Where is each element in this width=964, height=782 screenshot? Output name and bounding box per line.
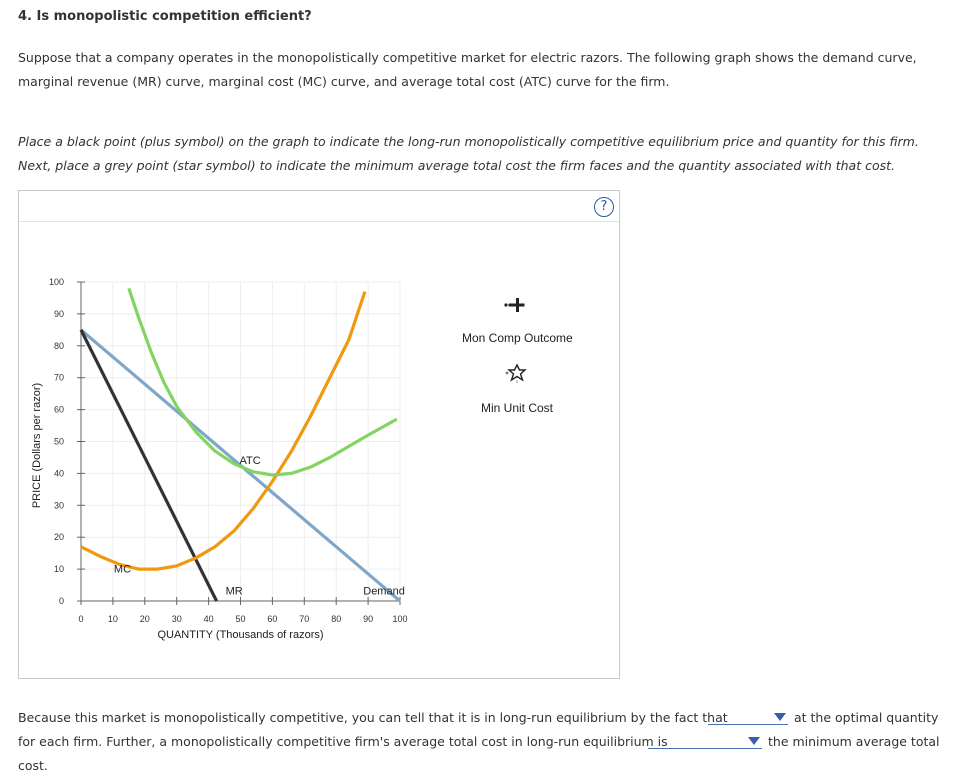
x-tick-label: 100 [392,614,407,624]
answer-line-2: for each firm. Further, a monopolistical… [18,734,668,749]
y-tick-label: 80 [54,341,64,351]
x-tick-label: 90 [363,614,373,624]
x-axis-title: QUANTITY (Thousands of razors) [157,629,323,641]
graph-panel [18,190,620,679]
y-tick-label: 100 [49,277,64,287]
x-tick-label: 50 [235,614,245,624]
y-tick-label: 0 [59,596,64,606]
answer-line-2-after: the minimum average total [768,734,940,749]
curve-mc [80,291,367,571]
graph-labels: QUANTITY (Thousands of razors) PRICE (Dol… [31,383,405,641]
y-tick-label: 10 [54,564,64,574]
x-tick-label: 80 [331,614,341,624]
x-tick-label: 60 [267,614,277,624]
x-tick-label: 70 [299,614,309,624]
question-title: 4. Is monopolistic competition efficient… [18,9,312,24]
curve-label-mc: MC [114,563,131,575]
x-tick-label: 0 [78,614,83,624]
answer-line-1: Because this market is monopolistically … [18,710,728,725]
answer-dropdown-2[interactable] [648,734,762,749]
graph-ticks: 0 10 20 30 40 50 60 70 80 90 100 0 10 20 30 40 50 60 70 80 9… [49,277,408,624]
star-icon [505,363,527,383]
chevron-down-icon [774,713,786,721]
curve-mr [79,329,219,602]
answer-line-3: cost. [18,758,48,773]
chevron-down-icon [748,737,760,745]
y-axis-title: PRICE (Dollars per razor) [31,383,43,508]
answer-dropdown-1[interactable] [708,710,788,725]
curve-label-atc: ATC [239,455,260,467]
y-tick-label: 60 [54,405,64,415]
y-tick-label: 20 [54,532,64,542]
y-tick-label: 30 [54,500,64,510]
x-tick-label: 30 [172,614,182,624]
min-unit-cost-tool[interactable] [500,362,528,384]
plus-icon [504,298,525,312]
help-icon[interactable]: ? [594,197,614,217]
curve-label-demand: Demand [363,586,405,598]
y-tick-label: 70 [54,373,64,383]
graph-curves [79,287,402,603]
graph-panel-header [19,191,619,222]
x-tick-label: 10 [108,614,118,624]
y-tick-label: 50 [54,437,64,447]
answer-line-1-after: at the optimal quantity [794,710,939,725]
x-tick-label: 20 [140,614,150,624]
legend-label-min-unit-cost: Min Unit Cost [481,401,554,415]
mon-comp-outcome-tool[interactable] [500,295,528,315]
y-tick-label: 90 [54,309,64,319]
y-tick-label: 40 [54,468,64,478]
question-instruction: Place a black point (plus symbol) on the… [18,134,919,173]
question-intro: Suppose that a company operates in the m… [18,50,917,89]
legend-label-mon-comp: Mon Comp Outcome [462,331,573,345]
curve-atc [127,287,398,477]
x-tick-label: 40 [204,614,214,624]
curve-label-mr: MR [226,586,243,598]
